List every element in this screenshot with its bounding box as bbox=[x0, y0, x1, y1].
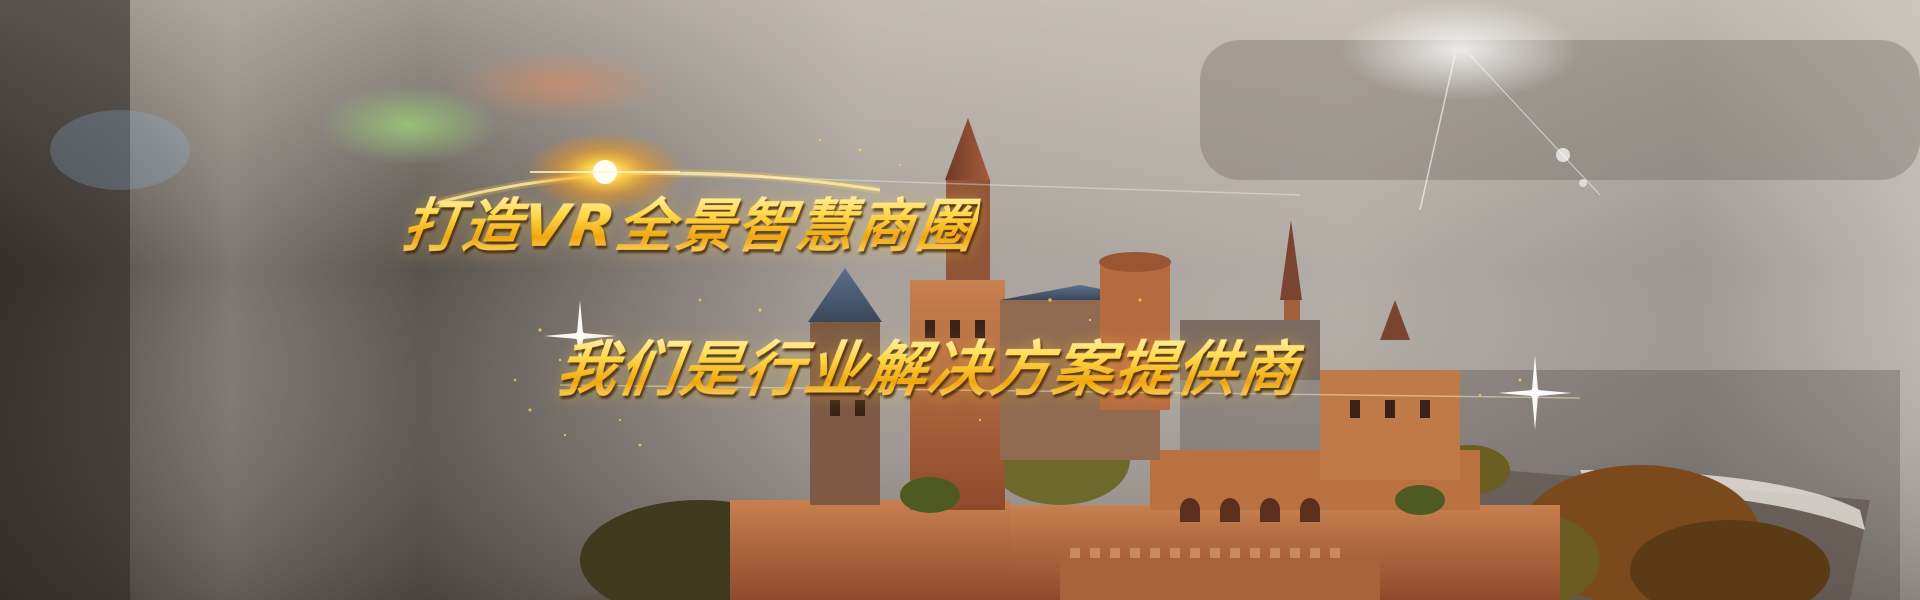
sun-flare-icon bbox=[525, 132, 685, 212]
banner-headline: 打造VR全景智慧商圈 bbox=[398, 188, 982, 264]
banner-subheadline: 我们是行业解决方案提供商 bbox=[551, 330, 1306, 410]
sparkle-star-icon bbox=[1498, 355, 1572, 430]
sparkle-star-icon bbox=[544, 300, 616, 372]
